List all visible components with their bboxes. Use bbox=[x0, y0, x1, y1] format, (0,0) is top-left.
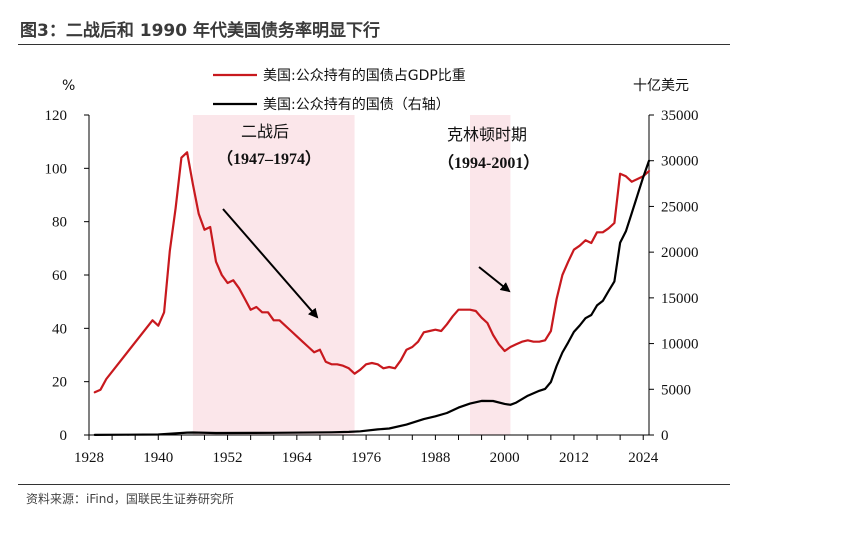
series-line-public-debt bbox=[93, 159, 651, 436]
x-tick-label: 1988 bbox=[420, 450, 450, 466]
left-tick-label: 60 bbox=[52, 268, 67, 284]
source-rule bbox=[18, 484, 730, 485]
title-rule bbox=[18, 44, 730, 45]
left-tick-label: 120 bbox=[45, 108, 68, 124]
left-axis-unit: % bbox=[62, 78, 75, 94]
right-tick-label: 30000 bbox=[661, 154, 699, 170]
source-note: 资料来源：iFind，国联民生证券研究所 bbox=[26, 492, 234, 506]
right-tick-label: 5000 bbox=[661, 382, 691, 398]
period-1-range: （1947–1974） bbox=[217, 150, 321, 168]
left-tick-label: 0 bbox=[60, 428, 68, 444]
right-axis-unit: 十亿美元 bbox=[633, 78, 689, 94]
legend-label-ratio: 美国:公众持有的国债占GDP比重 bbox=[263, 68, 466, 84]
x-tick-label: 2000 bbox=[490, 450, 520, 466]
left-tick-label: 20 bbox=[52, 375, 67, 391]
right-axis-ticks: 0 5000 10000 15000 20000 25000 30000 35000 bbox=[649, 108, 699, 444]
annotations: 二战后 （1947–1974） 克林顿时期 （1994-2001） bbox=[217, 122, 539, 319]
x-tick-label: 1976 bbox=[351, 450, 382, 466]
left-tick-label: 40 bbox=[52, 321, 67, 337]
x-tick-label: 1964 bbox=[282, 450, 313, 466]
legend: 美国:公众持有的国债占GDP比重 美国:公众持有的国债（右轴） bbox=[213, 68, 466, 113]
right-tick-label: 20000 bbox=[661, 245, 699, 261]
period-2-range: （1994-2001） bbox=[438, 154, 539, 172]
x-tick-label: 1928 bbox=[74, 450, 104, 466]
shaded-periods bbox=[192, 115, 511, 435]
series-layer bbox=[93, 151, 651, 436]
right-tick-label: 25000 bbox=[661, 199, 699, 215]
x-tick-label: 1952 bbox=[213, 450, 243, 466]
axes bbox=[88, 115, 650, 436]
x-axis-ticks: 1928 1940 1952 1964 1976 1988 2000 2012 2024 bbox=[74, 435, 659, 466]
x-tick-label: 1940 bbox=[143, 450, 173, 466]
series-line-debt-to-gdp bbox=[93, 151, 651, 394]
right-tick-label: 0 bbox=[661, 428, 669, 444]
legend-label-debt: 美国:公众持有的国债（右轴） bbox=[263, 97, 450, 113]
x-tick-label: 2012 bbox=[559, 450, 589, 466]
downtrend-arrow-2 bbox=[478, 266, 511, 293]
period-2-label: 克林顿时期 bbox=[447, 125, 527, 144]
figure-title: 图3：二战后和 1990 年代美国债务率明显下行 bbox=[20, 21, 380, 41]
right-tick-label: 10000 bbox=[661, 337, 699, 353]
shaded-period-1 bbox=[192, 115, 355, 435]
right-tick-label: 35000 bbox=[661, 108, 699, 124]
downtrend-arrow-1 bbox=[222, 208, 319, 319]
period-1-label: 二战后 bbox=[241, 122, 289, 141]
right-tick-label: 15000 bbox=[661, 291, 699, 307]
left-tick-label: 100 bbox=[45, 161, 68, 177]
x-tick-label: 2024 bbox=[628, 450, 659, 466]
left-tick-label: 80 bbox=[52, 215, 67, 231]
left-axis-ticks: 0 20 40 60 80 100 120 bbox=[45, 108, 89, 444]
